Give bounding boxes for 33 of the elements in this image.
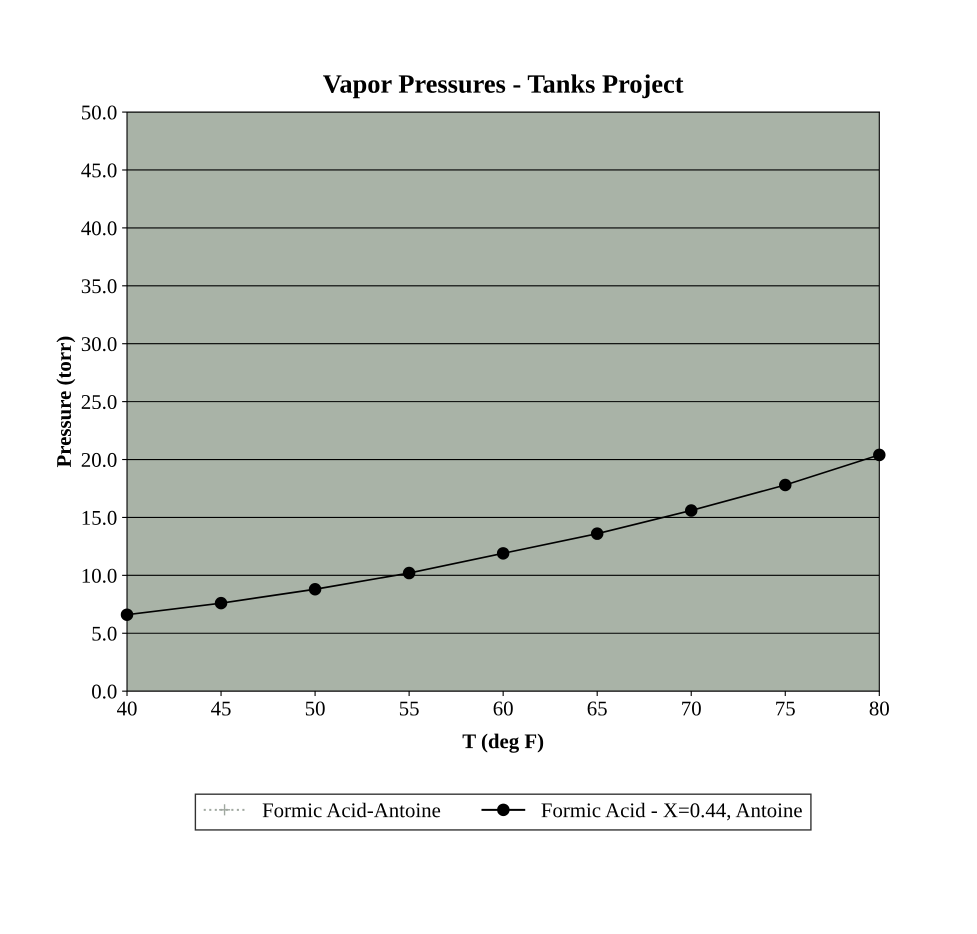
x-tick-label: 65	[588, 702, 607, 716]
y-axis-title: Pressure (torr)	[56, 336, 76, 468]
y-tick-label: 35.0	[82, 279, 116, 294]
legend-label: Formic Acid - X=0.44, Antoine	[541, 802, 802, 820]
y-tick-label: 0.0	[92, 684, 116, 699]
y-tick-label: 10.0	[82, 568, 116, 583]
point	[308, 582, 322, 596]
y-tick-label: 25.0	[82, 394, 116, 410]
x-axis-title: T (deg F)	[462, 734, 544, 753]
legend-label: Formic Acid-Antoine	[262, 802, 440, 818]
y-tick-label: 5.0	[92, 626, 116, 641]
point	[214, 596, 228, 610]
point	[496, 547, 510, 560]
x-tick-label: 40	[117, 701, 137, 716]
point	[590, 527, 604, 540]
x-tick-label: 80	[870, 701, 889, 716]
x-tick-label: 55	[400, 702, 419, 716]
x-tick-label: 75	[776, 702, 795, 716]
point	[779, 478, 792, 492]
point	[684, 504, 698, 517]
point	[402, 566, 416, 580]
y-tick-label: 30.0	[82, 337, 116, 352]
point	[120, 608, 134, 621]
x-tick-label: 70	[682, 701, 701, 716]
x-tick-label: 50	[306, 701, 325, 716]
x-tick-label: 60	[494, 701, 513, 716]
y-tick-label: 20.0	[82, 452, 116, 468]
y-tick-label: 50.0	[82, 105, 116, 120]
y-tick-label: 40.0	[81, 221, 116, 236]
y-tick-label: 45.0	[81, 163, 116, 178]
y-tick-label: 15.0	[82, 510, 116, 525]
x-tick-label: 45	[211, 702, 231, 716]
chart-title: Vapor Pressures - Tanks Project	[323, 74, 684, 98]
